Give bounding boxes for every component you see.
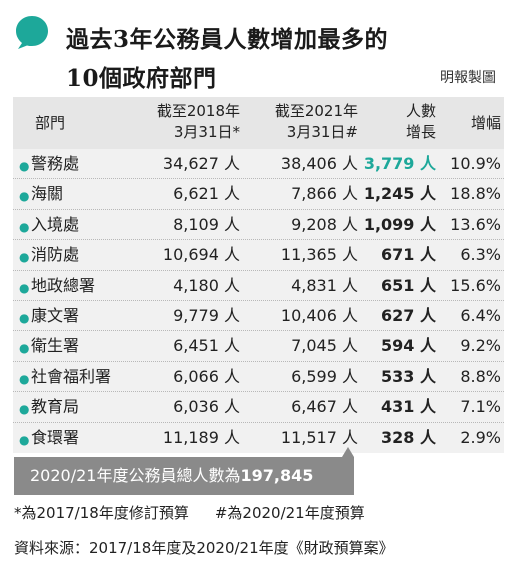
value-growth: 627 人	[381, 305, 436, 325]
footnote-asterisk: *為2017/18年度修訂預算	[14, 504, 189, 522]
dept-name: 衛生署	[31, 336, 80, 356]
table-row: ● 警務處 34,627 人 38,406 人 3,779 人 10.9%	[13, 149, 504, 180]
dept-name: 警務處	[31, 154, 80, 173]
bullet-icon: ●	[19, 189, 30, 204]
value-2018: 6,451 人	[173, 336, 240, 356]
speech-bubble-icon	[16, 16, 48, 49]
value-growth: 533 人	[381, 366, 436, 386]
credit-label: 明報製圖	[440, 70, 496, 86]
value-2021: 9,208 人	[291, 214, 358, 234]
header-growth-line1: 人數	[405, 102, 436, 120]
value-growth: 594 人	[381, 336, 436, 356]
table-row: ● 消防處 10,694 人 11,365 人 671 人 6.3%	[13, 240, 504, 271]
value-growth: 3,779 人	[363, 154, 436, 173]
value-rate: 15.6%	[450, 275, 501, 295]
header-2018: 截至2018年 3月31日*	[157, 101, 240, 143]
footnotes: *為2017/18年度修訂預算 #為2020/21年度預算	[14, 502, 365, 523]
value-rate: 6.3%	[460, 245, 501, 265]
dept-name: 海關	[31, 184, 64, 204]
callout-pointer	[342, 447, 354, 457]
value-rate: 13.6%	[450, 214, 501, 234]
value-2018: 11,189 人	[162, 427, 240, 447]
bullet-icon: ●	[19, 310, 30, 325]
value-2018: 6,621 人	[173, 184, 240, 204]
bullet-icon: ●	[19, 159, 30, 173]
dept-name: 康文署	[31, 305, 80, 325]
dept-name: 入境處	[31, 214, 80, 234]
table-row: ● 康文署 9,779 人 10,406 人 627 人 6.4%	[13, 301, 504, 332]
value-rate: 9.2%	[460, 336, 501, 356]
footnote-hash: #為2020/21年度預算	[214, 504, 365, 522]
dept-name: 消防處	[31, 245, 80, 265]
title-line-2: 10個政府部門	[66, 65, 217, 92]
header-rate: 增幅	[470, 114, 501, 132]
total-label: 2020/21年度公務員總人數為	[30, 466, 241, 485]
value-2018: 8,109 人	[173, 214, 240, 234]
dept-name: 地政總署	[31, 275, 96, 295]
value-2021: 11,517 人	[280, 427, 358, 447]
value-2018: 6,066 人	[173, 366, 240, 386]
value-growth: 651 人	[381, 275, 436, 295]
value-2021: 6,467 人	[291, 397, 358, 417]
value-rate: 2.9%	[460, 427, 501, 447]
value-2021: 11,365 人	[280, 245, 358, 265]
header-2018-line1: 截至2018年	[156, 102, 240, 120]
table-row: ● 衛生署 6,451 人 7,045 人 594 人 9.2%	[13, 331, 504, 362]
value-2021: 4,831 人	[291, 275, 358, 295]
table-row: ● 海關 6,621 人 7,866 人 1,245 人 18.8%	[13, 179, 504, 210]
header-growth: 人數 增長	[406, 101, 436, 143]
value-2018: 6,036 人	[173, 397, 240, 417]
table-row: ● 地政總署 4,180 人 4,831 人 651 人 15.6%	[13, 271, 504, 301]
value-2018: 10,694 人	[162, 245, 240, 265]
value-2021: 7,045 人	[291, 336, 358, 356]
bullet-icon: ●	[19, 250, 30, 265]
bullet-icon: ●	[19, 371, 30, 386]
header-2018-line2: 3月31日*	[173, 123, 240, 141]
title-block: 過去3年公務員人數增加最多的 10個政府部門 明報製圖	[14, 14, 504, 94]
total-banner: 2020/21年度公務員總人數為197,845	[14, 457, 354, 495]
value-2021: 7,866 人	[291, 184, 358, 204]
value-rate: 10.9%	[450, 154, 501, 173]
value-growth: 1,245 人	[363, 184, 436, 204]
table-row: ● 教育局 6,036 人 6,467 人 431 人 7.1%	[13, 392, 504, 423]
header-2021-line2: 3月31日#	[286, 123, 358, 141]
bullet-icon: ●	[19, 402, 30, 417]
table-row: ● 社會福利署 6,066 人 6,599 人 533 人 8.8%	[13, 362, 504, 393]
source-note: 資料來源：2017/18年度及2020/21年度《財政預算案》	[14, 539, 394, 557]
table-row: ● 食環署 11,189 人 11,517 人 328 人 2.9%	[13, 423, 504, 453]
value-growth: 431 人	[381, 397, 436, 417]
bullet-icon: ●	[19, 219, 30, 234]
value-rate: 18.8%	[450, 184, 501, 204]
bullet-icon: ●	[19, 280, 30, 295]
value-2018: 4,180 人	[173, 275, 240, 295]
value-growth: 1,099 人	[363, 214, 436, 234]
header-2021-line1: 截至2021年	[274, 102, 358, 120]
header-2021: 截至2021年 3月31日#	[275, 101, 358, 143]
dept-name: 食環署	[31, 427, 80, 447]
table-row: ● 入境處 8,109 人 9,208 人 1,099 人 13.6%	[13, 210, 504, 241]
value-2018: 9,779 人	[173, 305, 240, 325]
bullet-icon: ●	[19, 341, 30, 356]
data-table: 部門 截至2018年 3月31日* 截至2021年 3月31日# 人數 增長 增…	[13, 97, 504, 453]
value-rate: 6.4%	[460, 305, 501, 325]
dept-name: 教育局	[31, 397, 80, 417]
value-2021: 10,406 人	[280, 305, 358, 325]
bullet-icon: ●	[19, 432, 30, 447]
value-growth: 671 人	[381, 245, 436, 265]
dept-name: 社會福利署	[31, 366, 112, 386]
value-rate: 7.1%	[460, 397, 501, 417]
title-line-1: 過去3年公務員人數增加最多的	[66, 26, 389, 53]
header-growth-line2: 增長	[405, 123, 436, 141]
total-value: 197,845	[240, 466, 314, 485]
value-2021: 38,406 人	[280, 154, 358, 173]
table-body: ● 警務處 34,627 人 38,406 人 3,779 人 10.9% ● …	[13, 149, 504, 453]
header-dept: 部門	[35, 114, 66, 132]
value-2021: 6,599 人	[291, 366, 358, 386]
table-header: 部門 截至2018年 3月31日* 截至2021年 3月31日# 人數 增長 增…	[13, 97, 504, 149]
value-2018: 34,627 人	[162, 154, 240, 173]
value-rate: 8.8%	[460, 366, 501, 386]
value-growth: 328 人	[381, 427, 436, 447]
